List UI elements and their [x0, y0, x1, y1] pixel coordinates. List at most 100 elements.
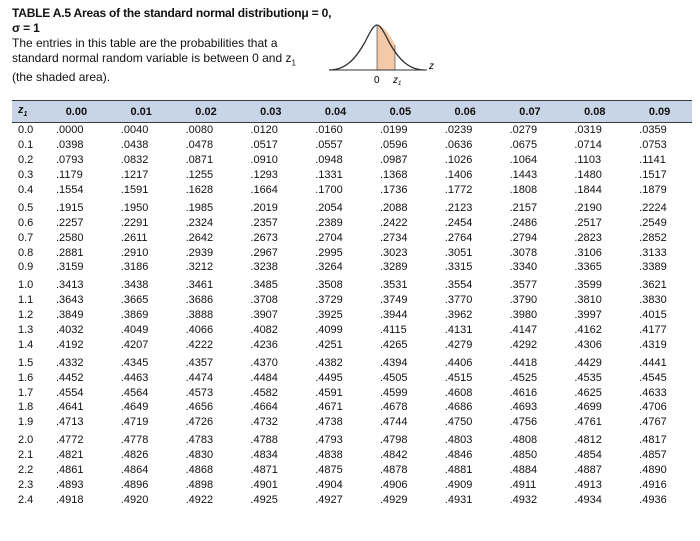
table-cell: .0478 — [185, 139, 214, 152]
table-row: 2.1 .4821 .4826 .4830 .4834 .4838 .4842 .4846 .4… — [12, 448, 692, 463]
table-cell: .4162 — [574, 324, 602, 337]
table-cell: .4656 — [185, 401, 214, 414]
column-header: 0.01 — [108, 100, 174, 123]
row-z-value: 1.8 — [18, 401, 34, 414]
row-z-value: 2.0 — [18, 434, 34, 447]
table-cell: .1517 — [639, 169, 667, 182]
row-z-value: 1.6 — [18, 371, 34, 384]
row-z-value: 1.4 — [18, 338, 34, 351]
table-cell: .2291 — [120, 216, 149, 229]
table-cell: .4545 — [639, 371, 667, 384]
table-cell: .2517 — [574, 216, 602, 229]
table-cell: .4671 — [315, 401, 343, 414]
table-cell: .4265 — [379, 338, 408, 351]
table-cell: .3315 — [444, 261, 473, 274]
table-cell: .4664 — [250, 401, 278, 414]
row-z-value: 0.9 — [18, 261, 34, 274]
table-cell: .1772 — [444, 184, 473, 196]
table-cell: .4236 — [250, 338, 278, 351]
row-z-value: 1.9 — [18, 416, 34, 429]
table-cell: .3962 — [444, 309, 473, 322]
table-cell: .4881 — [444, 464, 473, 477]
table-cell: .2764 — [444, 231, 473, 244]
table-cell: .1406 — [444, 169, 473, 182]
table-cell: .0120 — [250, 124, 278, 137]
table-row: 0.2 .0793 .0832 .0871 .0910 .0948 .0987 .1026 .1… — [12, 153, 692, 168]
table-row: 1.1 .3643 .3665 .3686 .3708 .3729 .3749 .3770 .3… — [12, 293, 692, 308]
table-cell: .4761 — [574, 416, 602, 429]
table-cell: .3212 — [185, 261, 214, 274]
table-cell: .4732 — [250, 416, 278, 429]
table-cell: .4826 — [120, 449, 149, 462]
column-header: 0.07 — [497, 100, 563, 123]
table-cell: .0910 — [250, 154, 278, 167]
table-cell: .4633 — [639, 386, 667, 399]
table-cell: .4292 — [509, 338, 538, 351]
table-cell: .4936 — [639, 493, 667, 506]
table-title-text: TABLE A.5 Areas of the standard normal d… — [12, 6, 302, 20]
table-cell: .4927 — [315, 493, 343, 506]
table-cell: .4319 — [639, 338, 667, 351]
table-row: 0.0 .0000 .0040 .0080 .0120 .0160 .0199 .0239 .0… — [12, 123, 692, 138]
table-cell: .0517 — [250, 139, 278, 152]
row-z-value: 2.3 — [18, 478, 34, 491]
table-cell: .4864 — [120, 464, 149, 477]
table-cell: .4916 — [639, 478, 667, 491]
table-cell: .4582 — [250, 386, 278, 399]
table-cell: .3907 — [250, 309, 278, 322]
table-cell: .2157 — [509, 201, 538, 214]
table-cell: .4861 — [56, 464, 84, 477]
table-cell: .2995 — [315, 246, 343, 259]
table-cell: .2794 — [509, 231, 538, 244]
table-row: 1.4 .4192 .4207 .4222 .4236 .4251 .4265 .4279 .4… — [12, 337, 692, 352]
table-cell: .4463 — [120, 371, 149, 384]
table-cell: .4115 — [379, 324, 407, 337]
table-cell: .2190 — [574, 201, 602, 214]
table-cell: .4932 — [509, 493, 538, 506]
zero-label: 0 — [374, 75, 380, 86]
column-header: 0.05 — [367, 100, 433, 123]
table-row: 0.7 .2580 .2611 .2642 .2673 .2704 .2734 .2764 .2… — [12, 230, 692, 245]
table-cell: .3461 — [185, 279, 214, 292]
table-cell: .2389 — [315, 216, 343, 229]
table-cell: .4370 — [250, 356, 278, 369]
column-header: 0.03 — [238, 100, 304, 123]
table-cell: .3686 — [185, 294, 214, 307]
header-row: z1 0.00 0.01 0.02 0.03 0.04 0.05 0.06 0.… — [12, 100, 692, 123]
z1-label: z1 — [392, 75, 401, 87]
column-header: 0.04 — [303, 100, 368, 123]
table-cell: .1700 — [315, 184, 343, 196]
column-header: 0.06 — [432, 100, 498, 123]
table-cell: .3749 — [379, 294, 408, 307]
table-cell: .1064 — [509, 154, 538, 167]
table-cell: .2486 — [509, 216, 538, 229]
table-cell: .2257 — [56, 216, 84, 229]
table-cell: .1026 — [444, 154, 473, 167]
table-row: 2.4 .4918 .4920 .4922 .4925 .4927 .4929 .4931 .4… — [12, 492, 692, 507]
table-cell: .4788 — [250, 434, 278, 447]
table-cell: .4871 — [250, 464, 278, 477]
table-cell: .4474 — [185, 371, 214, 384]
axis-z-label: z — [428, 61, 434, 72]
table-cell: .4306 — [574, 338, 602, 351]
table-cell: .3438 — [120, 279, 149, 292]
table-cell: .3413 — [56, 279, 84, 292]
table-row: 1.5 .4332 .4345 .4357 .4370 .4382 .4394 .4406 .4… — [12, 352, 692, 370]
table-cell: .4641 — [56, 401, 84, 414]
row-z-value: 0.7 — [18, 231, 34, 244]
table-cell: .4778 — [120, 434, 149, 447]
table-cell: .3869 — [120, 309, 149, 322]
table-cell: .4686 — [444, 401, 473, 414]
description-line-3: (the shaded area). — [12, 70, 111, 85]
table-cell: .0279 — [509, 124, 538, 137]
table-cell: .4357 — [185, 356, 214, 369]
table-row: 0.6 .2257 .2291 .2324 .2357 .2389 .2422 .2454 .2… — [12, 215, 692, 230]
table-row: 1.6 .4452 .4463 .4474 .4484 .4495 .4505 .4515 .4… — [12, 370, 692, 385]
table-cell: .0359 — [639, 124, 667, 137]
row-z-value: 0.1 — [18, 139, 34, 152]
table-cell: .4554 — [56, 386, 84, 399]
description-line-1: The entries in this table are the probab… — [12, 36, 278, 50]
table-cell: .4934 — [574, 493, 602, 506]
table-cell: .1950 — [120, 201, 149, 214]
row-z-value: 1.3 — [18, 324, 34, 337]
